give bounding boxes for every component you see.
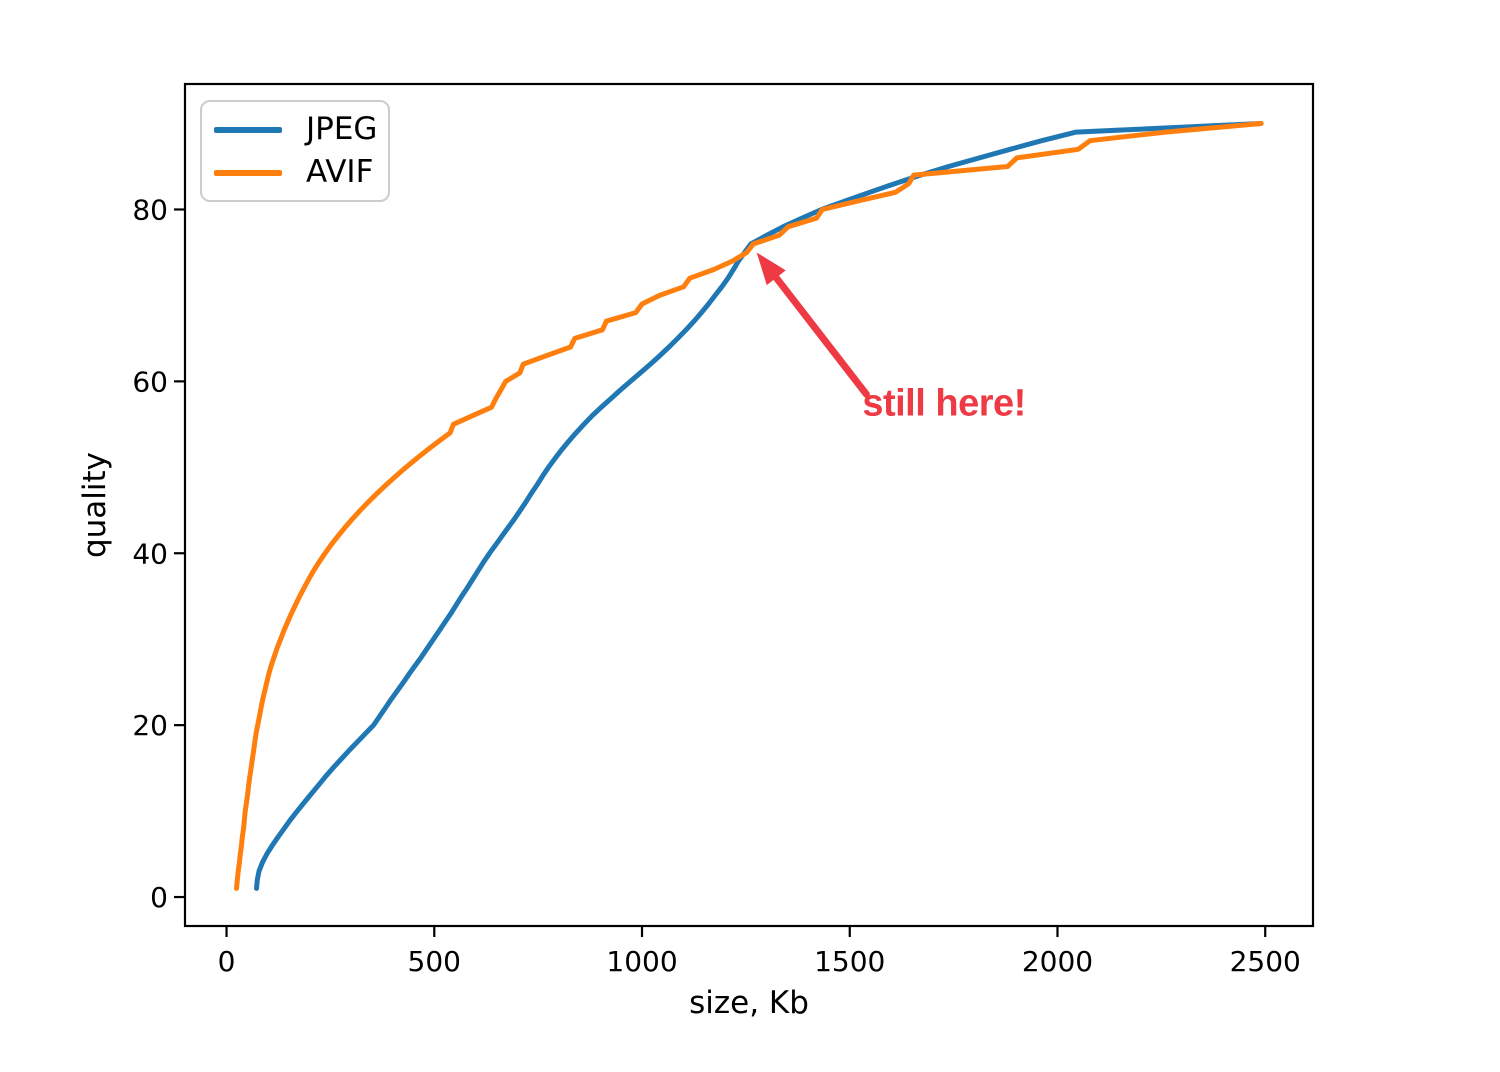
plot-border [183, 82, 1315, 928]
legend-label-avif: AVIF [306, 154, 374, 190]
avif-line [234, 121, 1264, 891]
x-tick-label: 1000 [606, 945, 677, 978]
axes-spines [183, 82, 1315, 928]
x-tick-label: 2000 [1022, 945, 1093, 978]
x-tick-label: 2500 [1230, 945, 1301, 978]
x-tick-label: 500 [408, 945, 461, 978]
y-tick-label: 40 [132, 537, 168, 570]
x-tick-label: 0 [218, 945, 236, 978]
annotation-arrowhead-icon [756, 252, 786, 286]
annotation-text: still here! [862, 382, 1026, 425]
y-tick-label: 20 [132, 709, 168, 742]
x-axis-ticks: 0 500 1000 1500 2000 2500 [218, 926, 1301, 978]
annotation-arrow [756, 252, 870, 398]
x-tick-label: 1500 [814, 945, 885, 978]
series-lines [234, 121, 1264, 891]
y-axis-label: quality [77, 451, 113, 559]
x-axis-label: size, Kb [689, 985, 809, 1021]
legend: JPEG AVIF [200, 100, 390, 202]
annotation-arrow-shaft [769, 269, 870, 398]
y-tick-label: 0 [150, 881, 168, 914]
y-tick-label: 60 [132, 365, 168, 398]
legend-item-jpeg: JPEG [214, 114, 388, 145]
legend-line-avif-icon [214, 169, 282, 176]
y-axis-ticks: 0 20 40 60 80 [132, 193, 185, 914]
legend-line-jpeg-icon [214, 126, 282, 133]
jpeg-line [254, 121, 1264, 891]
legend-label-jpeg: JPEG [306, 111, 378, 147]
y-tick-label: 80 [132, 193, 168, 226]
legend-item-avif: AVIF [214, 157, 388, 188]
